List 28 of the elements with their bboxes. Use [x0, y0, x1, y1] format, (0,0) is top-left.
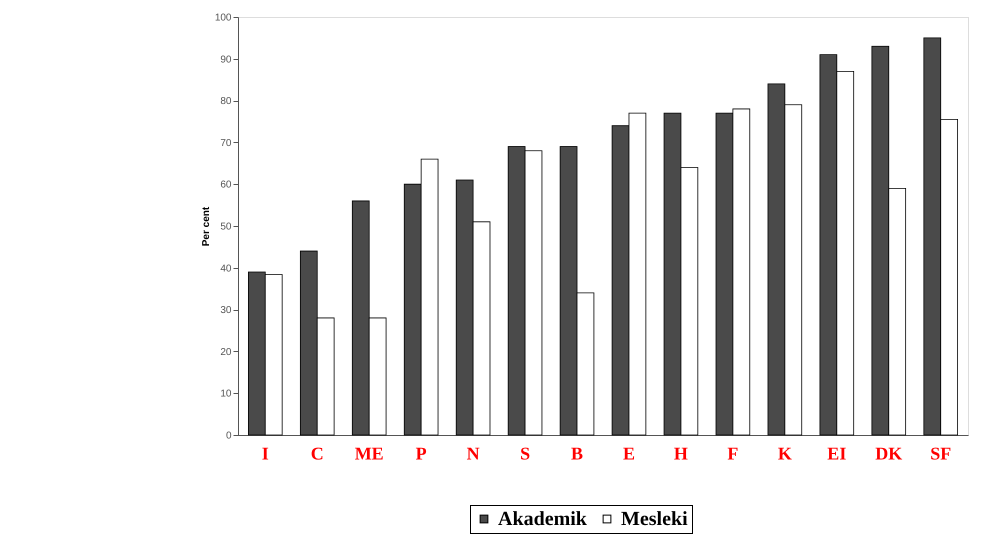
legend-label: Akademik — [498, 508, 588, 530]
x-tick-label: S — [520, 444, 530, 464]
y-tick-label: 40 — [220, 263, 232, 274]
x-tick-label: EI — [827, 444, 846, 464]
legend-label: Mesleki — [621, 508, 688, 530]
y-tick-label: 80 — [220, 96, 232, 108]
x-tick-label: SF — [930, 444, 952, 464]
y-tick-label: 60 — [220, 180, 232, 191]
x-tick-label: E — [622, 444, 635, 464]
x-tick-label: ME — [354, 444, 384, 464]
y-tick-label: 100 — [214, 12, 232, 24]
y-tick-label: 0 — [226, 430, 232, 442]
x-tick-label: F — [727, 444, 738, 464]
x-tick-label: DK — [875, 444, 902, 464]
y-tick-label: 20 — [220, 346, 232, 358]
x-tick-label: C — [310, 444, 324, 464]
x-tick-label: I — [262, 444, 269, 464]
x-tick-label: P — [416, 444, 427, 464]
y-axis-title: Per cent — [200, 206, 212, 246]
x-tick-label: H — [674, 444, 688, 464]
y-tick-label: 90 — [220, 54, 232, 66]
y-tick-label: 70 — [220, 138, 232, 149]
x-tick-label: B — [571, 444, 584, 464]
y-tick-label: 30 — [220, 305, 232, 316]
x-tick-label: N — [466, 444, 480, 464]
y-tick-label: 10 — [220, 388, 232, 400]
y-tick-label: 50 — [220, 222, 232, 232]
x-tick-label: K — [778, 444, 792, 464]
